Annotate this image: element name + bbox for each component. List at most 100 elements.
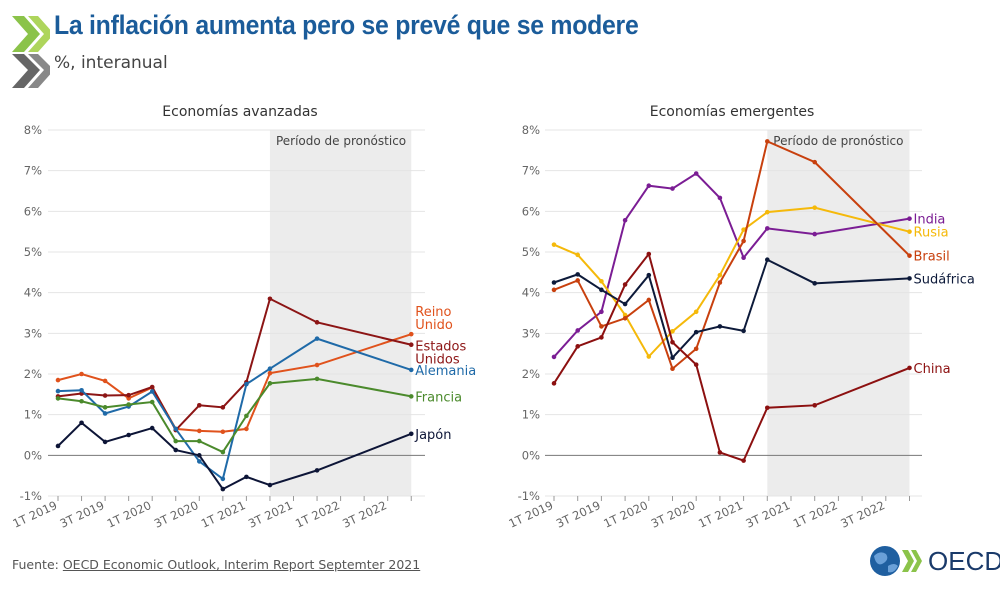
series-line bbox=[57, 421, 412, 491]
y-tick-label: 8% bbox=[24, 123, 42, 137]
data-point bbox=[551, 287, 557, 293]
data-point bbox=[149, 389, 155, 394]
data-point bbox=[267, 482, 273, 488]
y-tick-label: 8% bbox=[522, 123, 540, 137]
data-point bbox=[244, 381, 249, 387]
data-point bbox=[267, 381, 273, 386]
data-point bbox=[220, 486, 226, 492]
data-point bbox=[173, 438, 179, 444]
data-point bbox=[126, 392, 131, 398]
data-point bbox=[622, 301, 628, 307]
data-point bbox=[670, 355, 675, 361]
data-point bbox=[575, 278, 580, 283]
data-point bbox=[812, 205, 817, 210]
data-point bbox=[599, 309, 604, 315]
data-point bbox=[765, 139, 770, 144]
data-point bbox=[267, 366, 273, 372]
data-point bbox=[646, 183, 652, 189]
logo-mark bbox=[10, 14, 54, 94]
data-point bbox=[408, 331, 414, 337]
data-point bbox=[55, 388, 61, 394]
data-point bbox=[314, 362, 320, 368]
y-tick-label: 2% bbox=[24, 367, 42, 381]
source-link[interactable]: OECD Economic Outlook, Interim Report Se… bbox=[62, 557, 421, 572]
data-point bbox=[314, 376, 320, 382]
data-point bbox=[907, 276, 912, 281]
data-point bbox=[646, 251, 652, 257]
data-point bbox=[646, 297, 652, 303]
y-tick-label: 6% bbox=[522, 204, 540, 218]
y-tick-label: 4% bbox=[522, 286, 540, 300]
series-label: Unido bbox=[415, 318, 453, 333]
data-point bbox=[812, 231, 817, 237]
x-tick-label: 3T 2022 bbox=[838, 498, 887, 531]
data-point bbox=[765, 226, 770, 231]
x-tick-label: 1T 2021 bbox=[696, 498, 745, 531]
data-point bbox=[55, 377, 61, 383]
series-line bbox=[553, 139, 911, 371]
data-point bbox=[646, 272, 652, 278]
data-point bbox=[693, 171, 699, 176]
data-point bbox=[79, 371, 84, 377]
data-point bbox=[79, 398, 84, 404]
oecd-logo: OECD bbox=[868, 544, 1000, 578]
data-point bbox=[907, 253, 912, 258]
data-point bbox=[907, 229, 912, 234]
chart-title: Economías avanzadas bbox=[162, 104, 317, 120]
data-point bbox=[575, 344, 580, 349]
data-point bbox=[907, 365, 912, 371]
data-point bbox=[102, 378, 108, 384]
data-point bbox=[79, 420, 84, 426]
data-point bbox=[197, 403, 202, 408]
data-point bbox=[575, 272, 580, 277]
series-label: Alemania bbox=[415, 364, 476, 379]
data-point bbox=[717, 195, 723, 201]
data-point bbox=[717, 324, 723, 329]
forecast-label: Período de pronóstico bbox=[773, 134, 903, 148]
data-point bbox=[599, 324, 604, 329]
series-line bbox=[57, 297, 412, 432]
series-label: Rusia bbox=[914, 226, 949, 241]
y-tick-label: 2% bbox=[522, 367, 540, 381]
data-point bbox=[670, 186, 675, 191]
data-point bbox=[670, 329, 675, 334]
data-point bbox=[149, 425, 155, 431]
data-point bbox=[102, 439, 108, 445]
source-note: Fuente: OECD Economic Outlook, Interim R… bbox=[12, 557, 420, 572]
data-point bbox=[622, 217, 628, 223]
data-point bbox=[408, 342, 414, 348]
y-tick-label: 0% bbox=[24, 448, 42, 462]
globe-icon bbox=[870, 546, 900, 576]
x-tick-label: 3T 2021 bbox=[246, 498, 295, 531]
y-tick-label: 3% bbox=[24, 326, 42, 340]
data-point bbox=[267, 296, 273, 302]
data-point bbox=[717, 280, 723, 285]
data-point bbox=[126, 396, 131, 401]
data-point bbox=[741, 255, 746, 260]
data-point bbox=[173, 426, 179, 432]
data-point bbox=[741, 458, 746, 463]
y-tick-label: 5% bbox=[522, 245, 540, 259]
y-tick-label: 7% bbox=[522, 164, 540, 178]
data-point bbox=[622, 315, 628, 321]
data-point bbox=[102, 411, 108, 416]
data-point bbox=[314, 468, 320, 473]
y-tick-label: -1% bbox=[518, 489, 540, 503]
series-line bbox=[553, 258, 910, 360]
data-point bbox=[220, 476, 226, 482]
data-point bbox=[408, 431, 414, 437]
data-point bbox=[79, 387, 84, 393]
series-label: Reino bbox=[415, 305, 451, 320]
data-point bbox=[575, 328, 580, 333]
series-line bbox=[553, 251, 910, 462]
data-point bbox=[599, 335, 604, 340]
data-point bbox=[197, 428, 202, 434]
data-point bbox=[244, 426, 249, 432]
data-point bbox=[197, 459, 202, 464]
y-tick-label: -1% bbox=[20, 489, 42, 503]
data-point bbox=[717, 272, 723, 278]
data-point bbox=[693, 362, 699, 367]
x-tick-label: 3T 2020 bbox=[152, 498, 201, 531]
series-line bbox=[57, 333, 412, 433]
